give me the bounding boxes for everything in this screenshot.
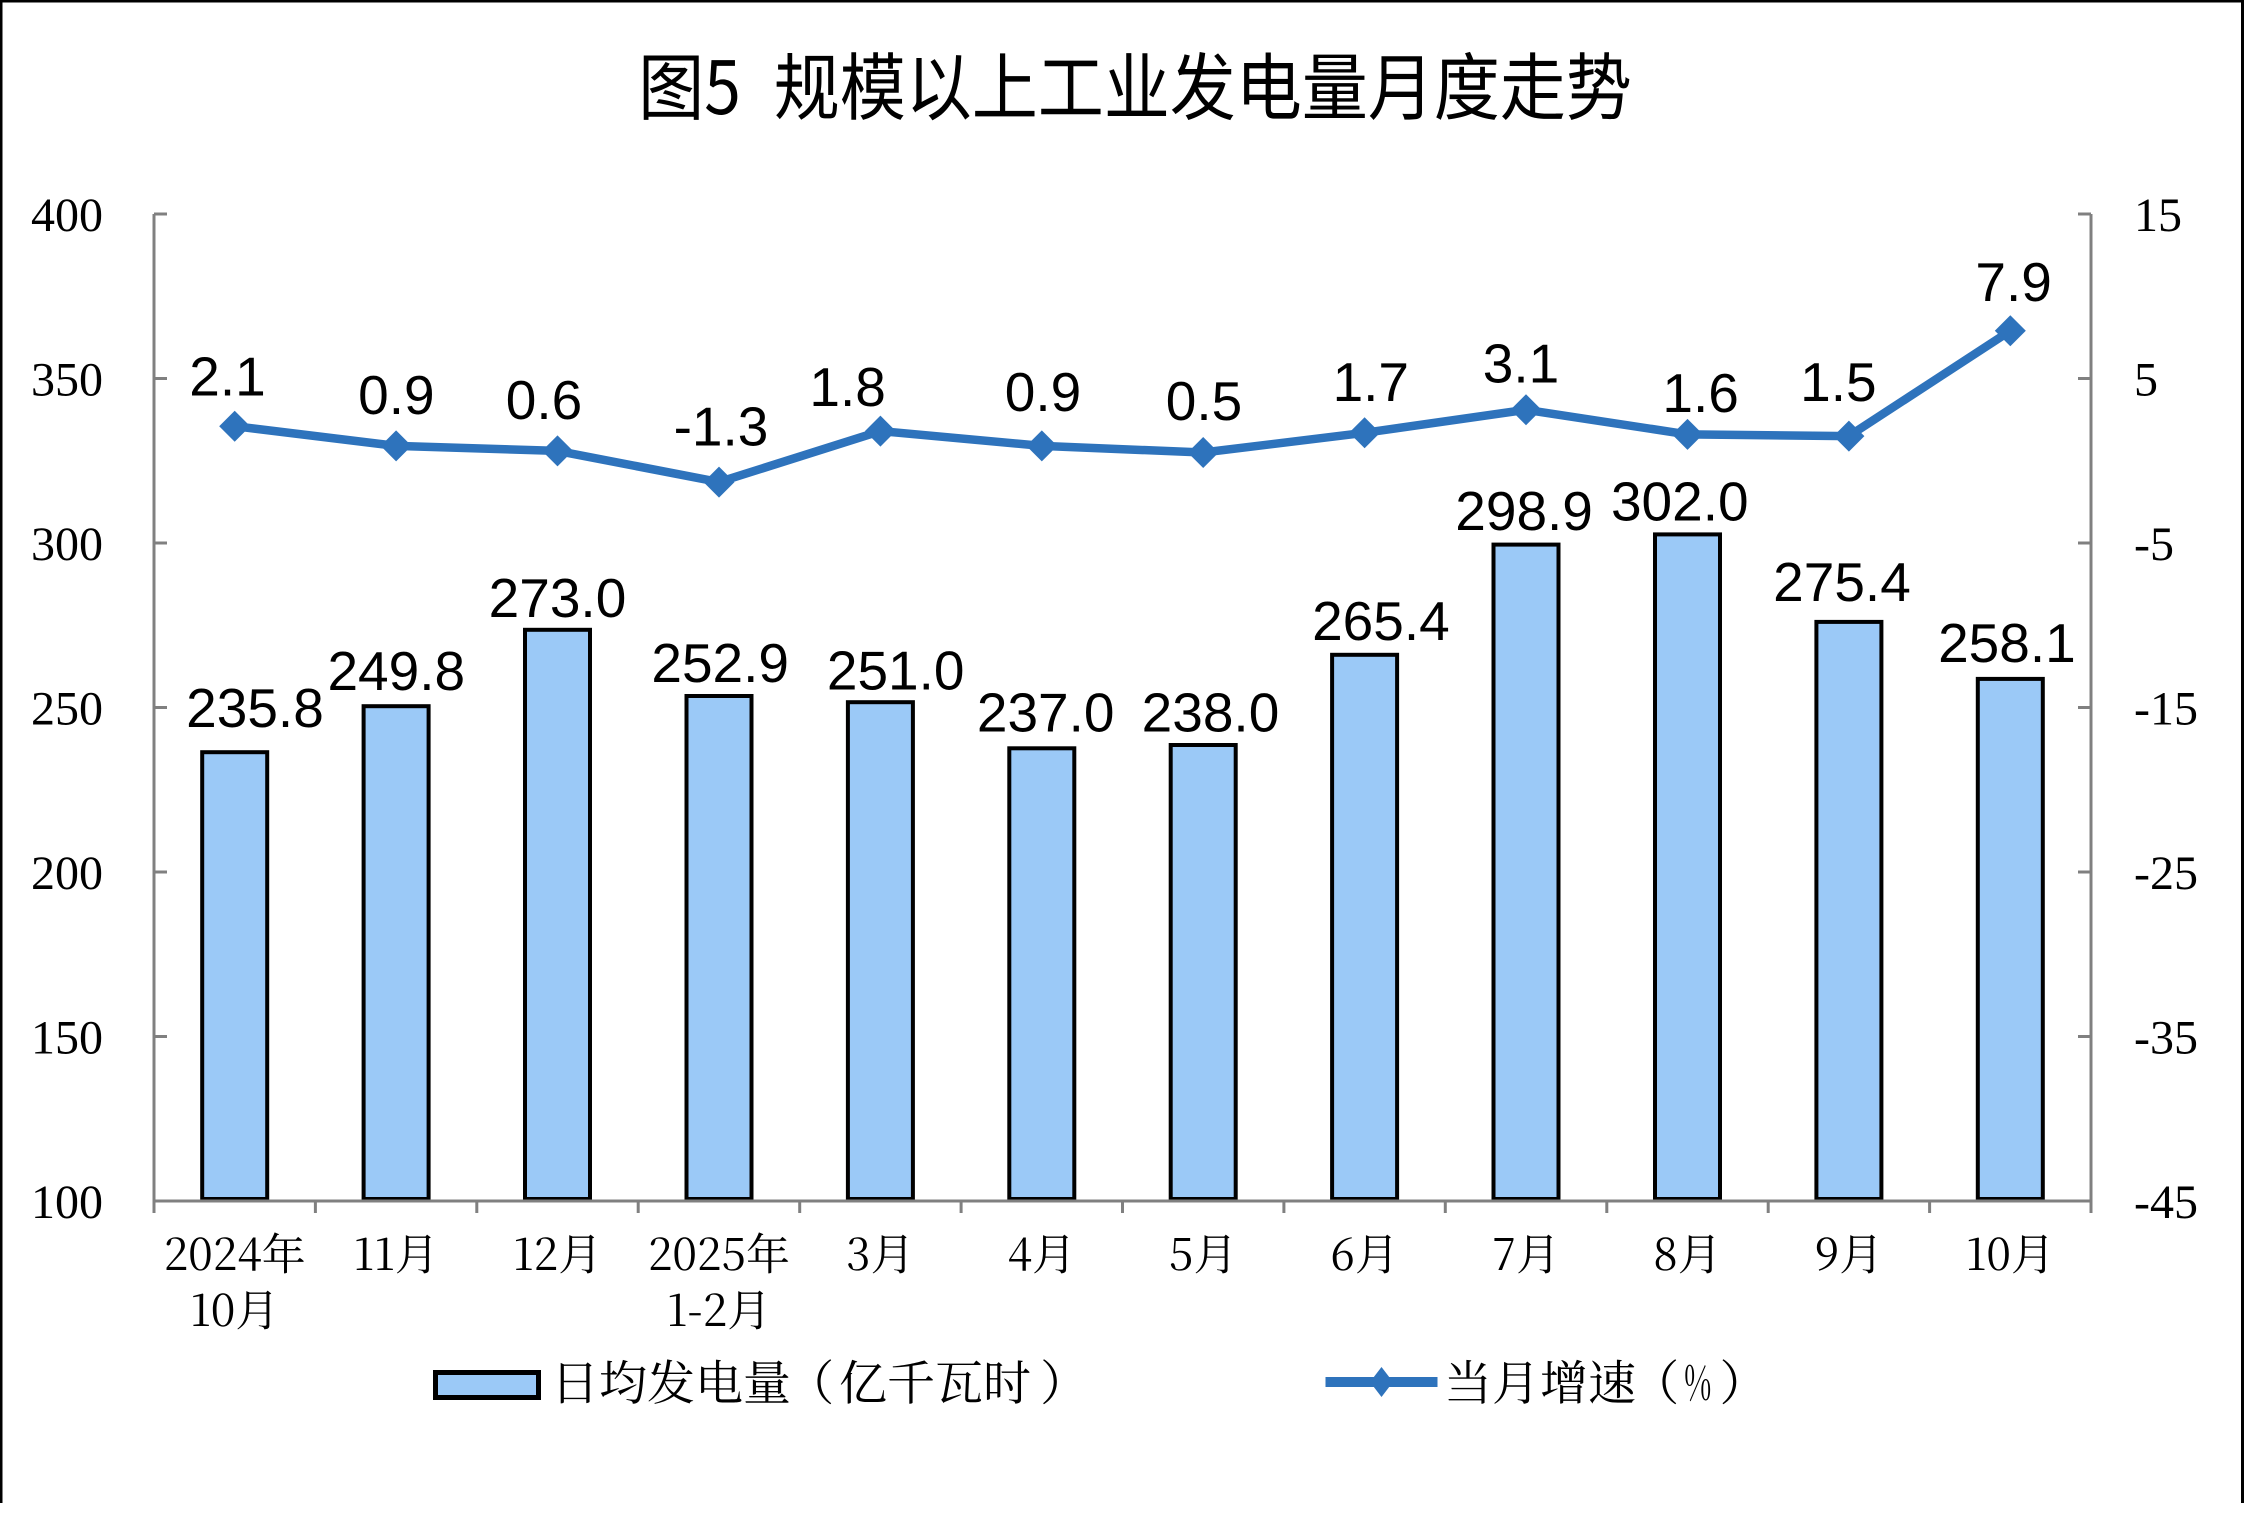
svg-text:273.0: 273.0	[489, 567, 627, 629]
svg-text:-5: -5	[2134, 518, 2174, 571]
svg-text:251.0: 251.0	[827, 639, 965, 701]
svg-text:5: 5	[2134, 354, 2158, 407]
svg-text:-1.3: -1.3	[674, 396, 769, 458]
svg-text:-45: -45	[2134, 1176, 2198, 1229]
svg-text:250: 250	[31, 683, 103, 736]
svg-text:265.4: 265.4	[1312, 590, 1450, 652]
svg-text:150: 150	[31, 1012, 103, 1065]
svg-text:252.9: 252.9	[651, 632, 789, 694]
svg-text:235.8: 235.8	[186, 677, 324, 739]
svg-text:100: 100	[31, 1176, 103, 1229]
svg-text:302.0: 302.0	[1611, 471, 1749, 533]
svg-text:-15: -15	[2134, 683, 2198, 736]
svg-text:238.0: 238.0	[1142, 681, 1280, 743]
svg-text:0.9: 0.9	[358, 364, 434, 426]
svg-text:258.1: 258.1	[1938, 612, 2076, 674]
svg-text:237.0: 237.0	[977, 681, 1115, 743]
svg-text:1.7: 1.7	[1333, 351, 1409, 413]
svg-text:300: 300	[31, 518, 103, 571]
svg-text:0.5: 0.5	[1166, 370, 1242, 432]
svg-text:1.8: 1.8	[809, 356, 885, 418]
svg-text:350: 350	[31, 354, 103, 407]
svg-text:400: 400	[31, 189, 103, 242]
svg-text:200: 200	[31, 847, 103, 900]
svg-text:15: 15	[2134, 189, 2182, 242]
svg-text:1.5: 1.5	[1800, 351, 1876, 413]
svg-text:7.9: 7.9	[1975, 251, 2051, 313]
svg-text:275.4: 275.4	[1773, 551, 1911, 613]
svg-text:249.8: 249.8	[327, 640, 465, 702]
svg-text:0.9: 0.9	[1005, 361, 1081, 423]
svg-text:1.6: 1.6	[1662, 362, 1738, 424]
svg-text:0.6: 0.6	[506, 369, 582, 431]
svg-text:2.1: 2.1	[189, 346, 265, 408]
svg-text:298.9: 298.9	[1455, 480, 1593, 542]
svg-text:-35: -35	[2134, 1012, 2198, 1065]
svg-text:3.1: 3.1	[1483, 333, 1559, 395]
svg-text:-25: -25	[2134, 847, 2198, 900]
